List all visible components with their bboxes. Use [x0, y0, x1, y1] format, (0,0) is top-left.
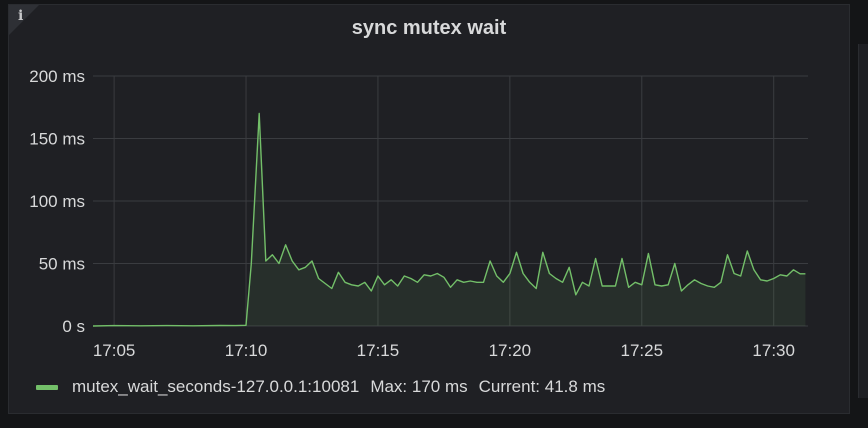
graph-panel: i sync mutex wait: [8, 4, 850, 414]
y-tick-label: 100 ms: [29, 192, 85, 211]
x-axis-ticks: 17:05 17:10 17:15 17:20 17:25 17:30: [93, 341, 795, 360]
legend-current: Current: 41.8 ms: [478, 377, 606, 396]
y-tick-label: 50 ms: [39, 255, 85, 274]
panel-title[interactable]: sync mutex wait: [351, 17, 507, 39]
info-icon[interactable]: i: [18, 8, 24, 24]
info-corner[interactable]: [9, 5, 39, 35]
x-tick-label: 17:10: [225, 341, 268, 360]
legend-swatch[interactable]: [36, 384, 58, 390]
series-line[interactable]: [92, 112, 806, 327]
series-area: [93, 113, 806, 326]
legend-series-name[interactable]: mutex_wait_seconds-127.0.0.1:10081: [72, 377, 360, 396]
y-tick-label: 200 ms: [29, 67, 85, 86]
series-line-group: [92, 112, 806, 327]
x-tick-label: 17:25: [621, 341, 664, 360]
legend-max: Max: 170 ms: [370, 377, 468, 396]
y-tick-label: 0 s: [62, 317, 85, 336]
x-tick-label: 17:15: [357, 341, 400, 360]
x-tick-label: 17:05: [93, 341, 136, 360]
y-tick-label: 150 ms: [29, 130, 85, 149]
legend: mutex_wait_seconds-127.0.0.1:10081 Max: …: [36, 376, 605, 398]
x-tick-label: 17:20: [489, 341, 532, 360]
adjacent-panel-edge: [858, 44, 868, 398]
x-tick-label: 17:30: [752, 341, 795, 360]
series-area-fill: [93, 113, 806, 326]
y-axis-ticks: 0 s 50 ms 100 ms 150 ms 200 ms: [29, 67, 85, 336]
